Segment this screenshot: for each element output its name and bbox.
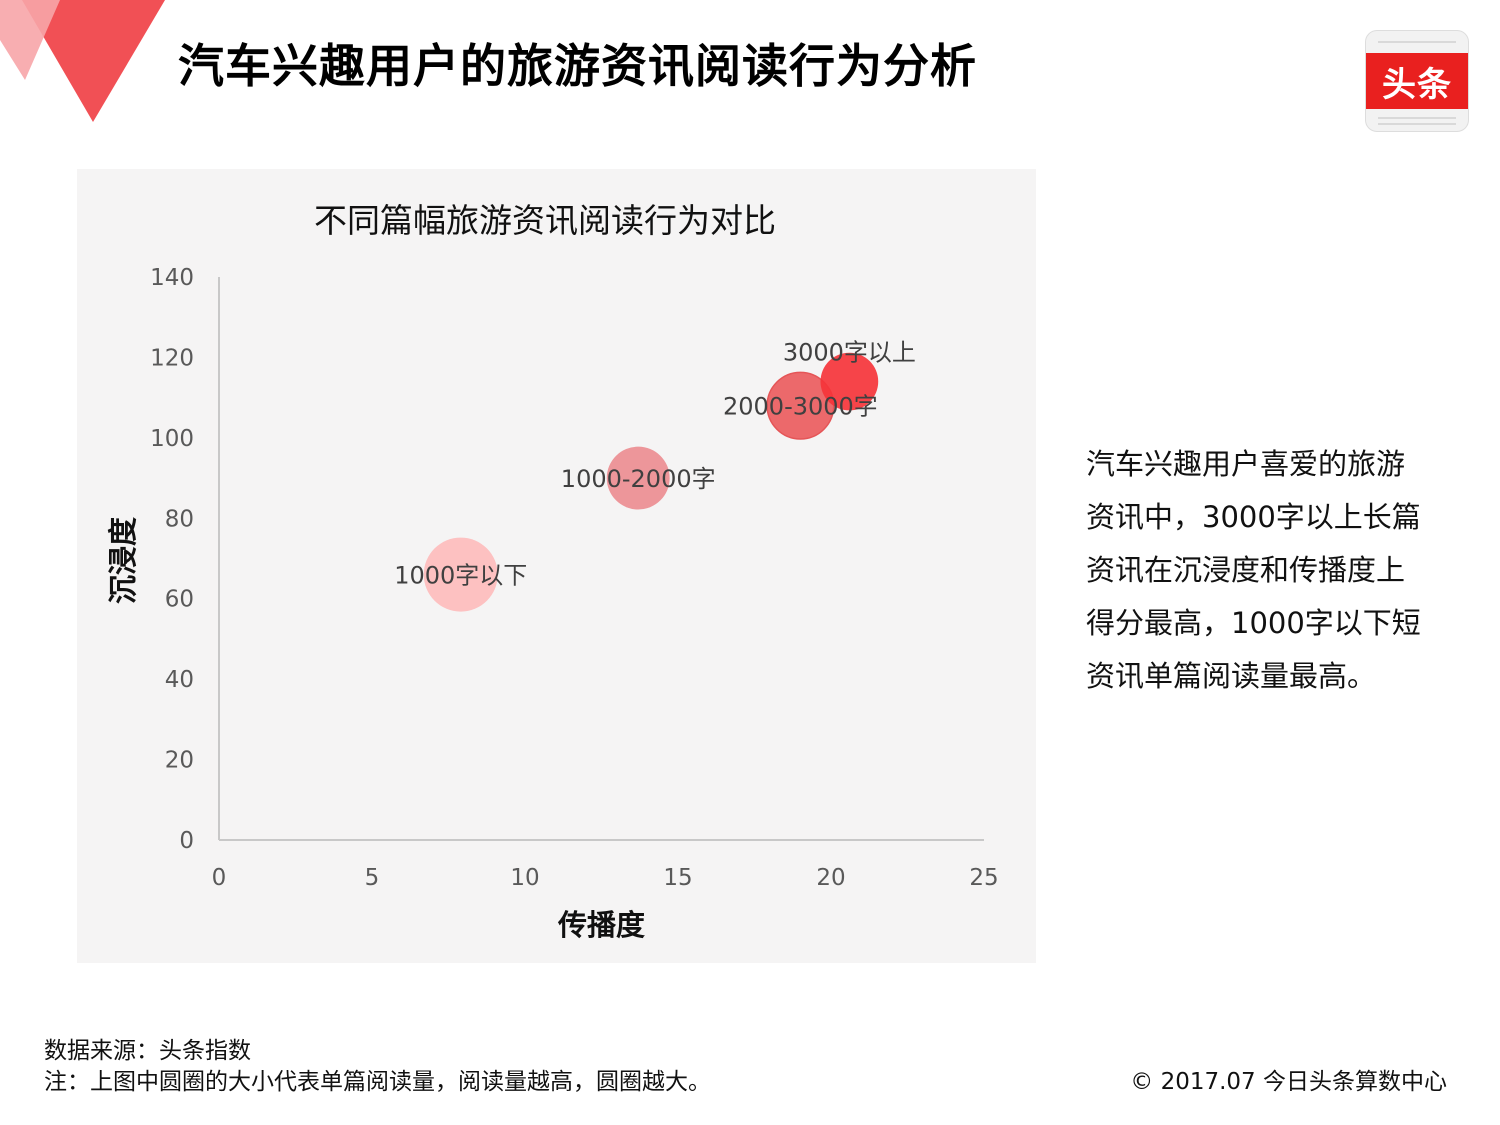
y-tick-label: 80 [165, 506, 194, 532]
x-axis-label: 传播度 [557, 908, 645, 942]
y-tick-label: 40 [165, 667, 194, 693]
bubble [606, 446, 670, 510]
x-tick-label: 0 [212, 865, 227, 891]
corner-decoration [0, 0, 165, 122]
bubble-chart: 不同篇幅旅游资讯阅读行为对比 0 20 40 60 80 100 120 140 0 5 10 15 20… [106, 201, 999, 942]
bubble [820, 352, 879, 411]
y-tick-label: 60 [165, 587, 194, 613]
y-tick-label: 20 [165, 748, 194, 774]
bubble-label: 1000-2000字 [561, 465, 716, 493]
x-tick-label: 5 [365, 865, 380, 891]
footnote: 注：上图中圆圈的大小代表单篇阅读量，阅读量越高，圆圈越大。 [44, 1069, 711, 1095]
logo-text: 头条 [1366, 53, 1468, 109]
y-tick-label: 120 [150, 345, 194, 371]
y-tick-label: 100 [150, 426, 194, 452]
y-axis-label: 沉浸度 [106, 517, 140, 604]
copyright: © 2017.07 今日头条算数中心 [1130, 1069, 1447, 1095]
x-tick-label: 20 [816, 865, 845, 891]
chart-title: 不同篇幅旅游资讯阅读行为对比 [314, 201, 776, 240]
y-tick-label: 0 [179, 828, 194, 854]
x-tick-label: 25 [969, 865, 998, 891]
bubble-label: 2000-3000字 [723, 393, 878, 421]
bubble-label: 1000字以下 [394, 562, 527, 590]
page-title: 汽车兴趣用户的旅游资讯阅读行为分析 [178, 39, 977, 93]
chart-panel: 不同篇幅旅游资讯阅读行为对比 0 20 40 60 80 100 120 140 0 5 10 15 20… [77, 169, 1036, 963]
y-tick-label: 140 [150, 265, 194, 291]
x-tick-label: 15 [663, 865, 692, 891]
toutiao-logo: 头条 [1365, 30, 1469, 132]
bubble [423, 537, 498, 612]
x-tick-label: 10 [510, 865, 539, 891]
data-source: 数据来源：头条指数 [44, 1038, 251, 1064]
summary-text: 汽车兴趣用户喜爱的旅游资讯中，3000字以上长篇资讯在沉浸度和传播度上得分最高，… [1086, 447, 1421, 693]
bubble-label: 3000字以上 [783, 339, 916, 367]
